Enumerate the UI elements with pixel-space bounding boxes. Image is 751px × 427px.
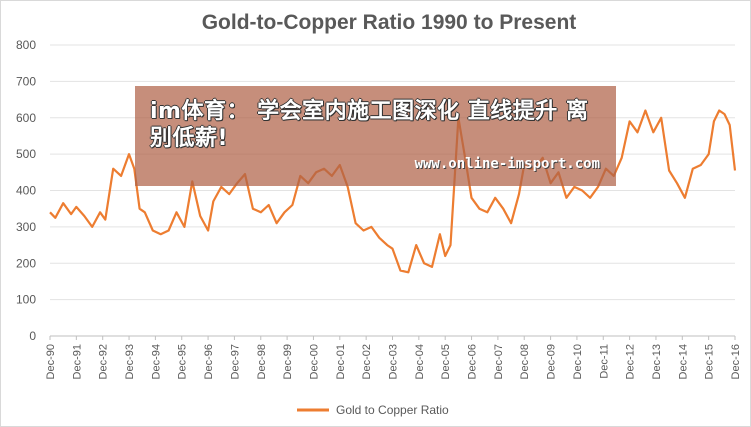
x-tick-label: Dec-97	[229, 344, 241, 379]
x-tick-label: Dec-12	[625, 344, 637, 379]
x-tick-label: Dec-10	[572, 344, 584, 379]
y-tick-label: 500	[16, 147, 36, 161]
x-tick-label: Dec-94	[150, 344, 162, 379]
x-tick-label: Dec-05	[440, 344, 452, 379]
x-tick-label: Dec-08	[519, 344, 531, 379]
x-tick-label: Dec-16	[730, 344, 742, 379]
x-tick-label: Dec-93	[124, 344, 136, 379]
x-tick-label: Dec-01	[335, 344, 347, 379]
x-tick-label: Dec-90	[45, 344, 57, 379]
x-tick-label: Dec-98	[256, 344, 268, 379]
x-tick-label: Dec-99	[282, 344, 294, 379]
legend: Gold to Copper Ratio	[297, 403, 449, 417]
y-tick-label: 800	[16, 38, 36, 52]
x-tick-label: Dec-04	[414, 344, 426, 379]
y-tick-label: 100	[16, 293, 36, 307]
x-tick-label: Dec-00	[308, 344, 320, 379]
x-tick-label: Dec-92	[98, 344, 110, 379]
x-tick-label: Dec-13	[651, 344, 663, 379]
x-tick-label: Dec-96	[203, 344, 215, 379]
x-tick-label: Dec-11	[598, 344, 610, 379]
x-tick-label: Dec-95	[177, 344, 189, 379]
y-tick-label: 700	[16, 74, 36, 88]
x-tick-label: Dec-03	[388, 344, 400, 379]
legend-label: Gold to Copper Ratio	[336, 403, 449, 417]
watermark-url[interactable]: www.online-imsport.com	[414, 156, 600, 172]
watermark-title: im体育： 学会室内施工图深化 直线提升 离别低薪!	[150, 99, 589, 151]
watermark-banner: im体育： 学会室内施工图深化 直线提升 离别低薪! www.online-im…	[135, 86, 616, 186]
x-tick-label: Dec-07	[493, 344, 505, 379]
x-tick-label: Dec-06	[467, 344, 479, 379]
y-tick-label: 200	[16, 256, 36, 270]
x-tick-label: Dec-15	[704, 344, 716, 379]
y-axis-ticks: 0 100 200 300 400 500 600 700 800	[16, 38, 36, 343]
x-tick-label: Dec-91	[71, 344, 83, 379]
y-tick-label: 0	[29, 329, 36, 343]
x-tick-label: Dec-02	[361, 344, 373, 379]
y-tick-label: 400	[16, 184, 36, 198]
chart-title: Gold-to-Copper Ratio 1990 to Present	[202, 11, 577, 34]
y-tick-label: 300	[16, 220, 36, 234]
x-tick-label: Dec-14	[677, 344, 689, 379]
series-line-gold-to-copper-ratio	[49, 109, 737, 274]
series-group	[49, 109, 737, 274]
y-tick-label: 600	[16, 111, 36, 125]
x-tick-label: Dec-09	[546, 344, 558, 379]
x-axis-ticks: Dec-90 Dec-91 Dec-92 Dec-93 Dec-94 Dec-95 Dec-…	[45, 336, 742, 379]
